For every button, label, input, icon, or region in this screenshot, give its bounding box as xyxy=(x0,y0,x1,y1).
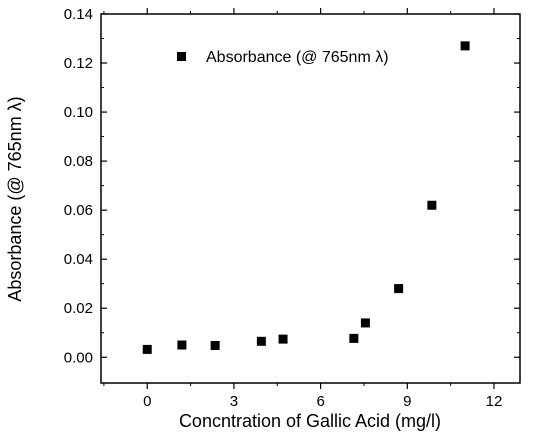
plot-frame xyxy=(100,13,521,384)
data-point xyxy=(460,41,470,51)
legend-marker xyxy=(177,52,186,61)
data-point xyxy=(256,336,266,346)
legend-label: Absorbance (@ 765nm λ) xyxy=(206,49,389,66)
x-tick-label: 9 xyxy=(403,393,411,410)
x-axis-title: Concntration of Gallic Acid (mg/l) xyxy=(179,411,441,431)
data-point xyxy=(278,334,288,344)
data-point xyxy=(177,340,187,350)
y-tick-label: 0.12 xyxy=(64,55,93,72)
y-axis-ticks: 0.00 0.02 0.04 0.06 0.08 0.10 0.12 0.14 xyxy=(64,6,520,366)
data-point xyxy=(142,344,152,354)
y-tick-label: 0.06 xyxy=(64,202,93,219)
data-point xyxy=(210,340,220,350)
data-points xyxy=(142,41,470,354)
x-tick-label: 3 xyxy=(230,393,238,410)
y-tick-label: 0.10 xyxy=(64,104,93,121)
data-point xyxy=(394,284,404,294)
x-axis-ticks: 0 3 6 9 12 xyxy=(103,8,503,410)
y-tick-label: 0.14 xyxy=(64,6,93,23)
y-tick-label: 0.08 xyxy=(64,153,93,170)
x-tick-label: 12 xyxy=(486,393,503,410)
y-tick-label: 0.04 xyxy=(64,251,93,268)
y-tick-label: 0.02 xyxy=(64,300,93,317)
data-point xyxy=(360,318,370,328)
legend: Absorbance (@ 765nm λ) xyxy=(177,49,389,66)
data-point xyxy=(349,333,359,343)
x-tick-label: 6 xyxy=(316,393,324,410)
y-tick-label: 0.00 xyxy=(64,349,93,366)
data-point xyxy=(427,200,437,210)
y-axis-title: Absorbance (@ 765nm λ) xyxy=(5,96,25,301)
x-tick-label: 0 xyxy=(143,393,151,410)
